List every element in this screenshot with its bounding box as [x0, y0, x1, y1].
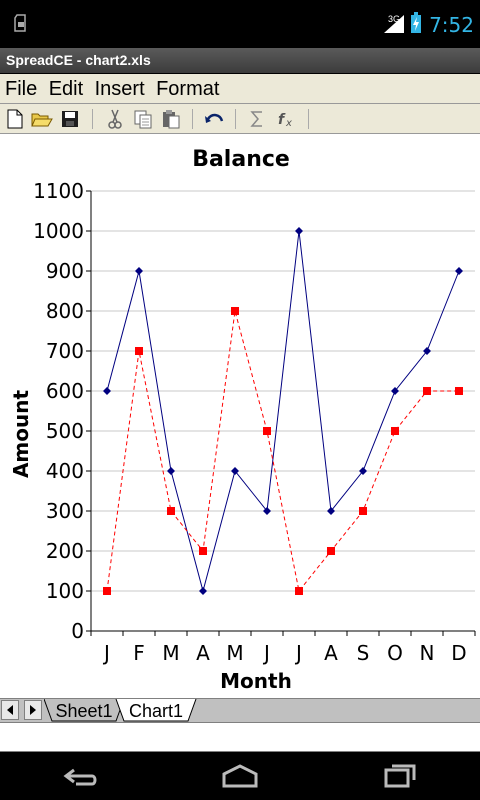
y-tick-label: 300 — [46, 499, 84, 523]
series-1-point — [103, 387, 111, 395]
recent-apps-icon[interactable] — [376, 762, 424, 790]
x-tick-label: J — [294, 641, 302, 665]
series-2-point — [231, 307, 239, 315]
series-1-point — [327, 507, 335, 515]
series-1-point — [167, 467, 175, 475]
scroll-tabs-left-button[interactable] — [1, 700, 19, 720]
open-folder-icon[interactable] — [31, 108, 53, 130]
y-tick-label: 700 — [46, 339, 84, 363]
sum-icon[interactable] — [246, 108, 268, 130]
series-2-point — [455, 387, 463, 395]
series-2-point — [103, 587, 111, 595]
series-2-point — [295, 587, 303, 595]
x-tick-label: A — [324, 641, 338, 665]
window-title: SpreadCE - chart2.xls — [6, 52, 151, 68]
tab-chart1[interactable]: Chart1 — [128, 701, 184, 721]
series-2-point — [135, 347, 143, 355]
series-2-point — [423, 387, 431, 395]
y-axis-label: Amount — [9, 390, 33, 479]
x-tick-label: A — [196, 641, 210, 665]
series-2-point — [263, 427, 271, 435]
y-tick-label: 0 — [71, 619, 84, 643]
x-axis-label: Month — [220, 669, 292, 693]
y-tick-label: 200 — [46, 539, 84, 563]
signal-icon — [384, 15, 404, 33]
save-icon[interactable] — [59, 108, 81, 130]
balance-line-chart: Balance 0 100 200 300 400 500 600 700 800 900 1000… — [9, 147, 476, 693]
series-2-point — [167, 507, 175, 515]
y-tick-label: 100 — [46, 579, 84, 603]
home-icon[interactable] — [216, 762, 264, 790]
series-1-point — [423, 347, 431, 355]
series-2-point — [327, 547, 335, 555]
series-1-point — [455, 267, 463, 275]
network-type-label: 3G — [387, 14, 400, 24]
cell-input-field[interactable] — [0, 722, 480, 752]
triangle-left-icon — [7, 705, 13, 715]
x-tick-label: F — [133, 641, 145, 665]
series-1-point — [135, 267, 143, 275]
x-tick-label: J — [262, 641, 270, 665]
series-1-point — [231, 467, 239, 475]
scroll-tabs-right-button[interactable] — [24, 700, 42, 720]
sd-card-icon — [14, 14, 26, 32]
svg-text:f: f — [278, 112, 286, 128]
cut-icon[interactable] — [104, 108, 126, 130]
paste-icon[interactable] — [160, 108, 182, 130]
navigation-bar — [0, 752, 480, 800]
x-tick-label: M — [226, 641, 243, 665]
series-2-point — [391, 427, 399, 435]
status-bar: 3G 7:52 — [0, 0, 480, 48]
svg-text:x: x — [285, 118, 292, 128]
series-2-point — [199, 547, 207, 555]
series-1-point — [199, 587, 207, 595]
series-1-line — [106, 230, 460, 593]
series-1-point — [391, 387, 399, 395]
y-tick-label: 1100 — [33, 179, 84, 203]
chart-area: Balance 0 100 200 300 400 500 600 700 800 900 1000… — [0, 134, 480, 698]
x-tick-label: S — [357, 641, 370, 665]
x-tick-label: N — [420, 641, 435, 665]
series-1-point — [359, 467, 367, 475]
undo-icon[interactable] — [203, 108, 225, 130]
series-1-point — [295, 227, 303, 235]
y-tick-label: 1000 — [33, 219, 84, 243]
y-tick-label: 400 — [46, 459, 84, 483]
y-tick-label: 600 — [46, 379, 84, 403]
x-tick-label: O — [387, 641, 403, 665]
app-title-bar: SpreadCE - chart2.xls — [0, 48, 480, 73]
clock: 7:52 — [429, 13, 474, 37]
copy-icon[interactable] — [132, 108, 154, 130]
triangle-right-icon — [30, 705, 36, 715]
series-2-line — [106, 310, 459, 593]
y-tick-label: 900 — [46, 259, 84, 283]
menu-format[interactable]: Format — [156, 78, 220, 100]
chart-title: Balance — [192, 147, 290, 172]
menu-bar: File Edit Insert Format — [0, 73, 480, 104]
x-tick-label: M — [162, 641, 179, 665]
back-icon[interactable] — [56, 762, 104, 790]
series-1-point — [263, 507, 271, 515]
menu-edit[interactable]: Edit — [48, 78, 84, 100]
x-tick-label: J — [102, 641, 110, 665]
battery-charging-icon — [411, 12, 421, 33]
x-tick-label: D — [451, 641, 466, 665]
sheet-tab-bar: Sheet1 Chart1 — [0, 698, 480, 722]
tab-sheet1[interactable]: Sheet1 — [55, 701, 113, 721]
series-2-point — [359, 507, 367, 515]
y-tick-label: 800 — [46, 299, 84, 323]
menu-insert[interactable]: Insert — [94, 78, 145, 100]
new-document-icon[interactable] — [4, 108, 26, 130]
menu-file[interactable]: File — [5, 78, 38, 100]
y-tick-label: 500 — [46, 419, 84, 443]
